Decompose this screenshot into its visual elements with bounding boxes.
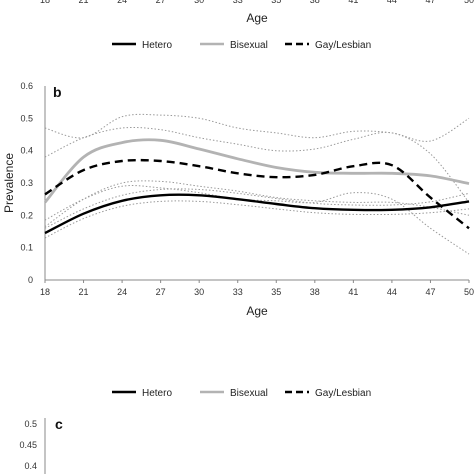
y-tick-label: 0 [28,275,33,285]
y-tick-label: 0.3 [20,178,33,188]
panel-c-y-tick-label: 0.45 [19,440,37,450]
panel-a-x-tick-label: 18 [40,0,50,5]
panel-a-x-tick-label: 33 [233,0,243,5]
x-tick-label: 33 [233,287,243,297]
x-tick-label: 21 [79,287,89,297]
panel-c-y-tick-label: 0.4 [24,461,37,471]
y-axis-title: Prevalence [2,153,16,213]
panel-a-x-tick-label: 27 [156,0,166,5]
x-tick-label: 44 [387,287,397,297]
series-line-bisexual [43,138,470,204]
series-line-gay-lesbian [44,158,470,230]
panel-a-x-tick-label: 44 [387,0,397,5]
x-tick-label: 30 [194,287,204,297]
panel-a-x-tick-label: 38 [310,0,320,5]
y-tick-label: 0.6 [20,81,33,91]
y-tick-label: 0.5 [20,113,33,123]
panel-a-legend-label-2: Bisexual [230,40,268,51]
panel-b-letter: b [53,84,62,100]
panel-c-y-tick-label: 0.5 [24,419,37,429]
panel-b-legend-label-2: Bisexual [230,388,268,399]
x-axis-title: Age [246,304,268,318]
series-line-hetero [44,193,470,235]
x-tick-label: 18 [40,287,50,297]
ci-upper-gay-lesbian [44,126,470,203]
panel-b-legend-label-3: Gay/Lesbian [315,388,371,399]
panel-a-x-tick-label: 35 [271,0,281,5]
panel-a-x-tick-label: 50 [464,0,474,5]
x-tick-label: 47 [425,287,435,297]
ci-lower-bisexual [44,180,470,228]
ci-upper-bisexual [44,113,470,142]
panel-a-x-tick-label: 21 [79,0,89,5]
ci-lower-hetero [44,200,470,239]
panel-a-x-tick-label: 41 [348,0,358,5]
x-tick-label: 38 [310,287,320,297]
x-tick-label: 35 [271,287,281,297]
panel-a-x-tick-label: 30 [194,0,204,5]
x-tick-label: 27 [156,287,166,297]
y-tick-label: 0.4 [20,146,33,156]
panel-a-legend-label-1: Hetero [142,40,172,51]
x-tick-label: 50 [464,287,474,297]
x-tick-label: 41 [348,287,358,297]
ci-lower-gay-lesbian [44,185,470,255]
panel-c-letter: c [55,416,63,432]
panel-a-x-tick-label: 47 [425,0,435,5]
y-tick-label: 0.2 [20,210,33,220]
panel-a-legend-label-3: Gay/Lesbian [315,40,371,51]
y-tick-label: 0.1 [20,243,33,253]
panel-b-legend-label-1: Hetero [142,388,172,399]
panel-a-x-axis-title: Age [246,11,268,25]
ci-upper-hetero [44,188,470,229]
panel-a-x-tick-label: 24 [117,0,127,5]
x-tick-label: 24 [117,287,127,297]
